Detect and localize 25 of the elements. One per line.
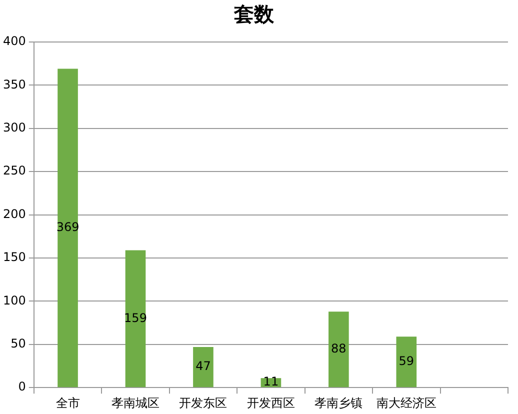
x-tick-label: 孝南城区 [111,396,160,410]
y-tick-label: 250 [3,164,26,178]
bar [328,312,349,388]
data-label: 11 [263,374,279,389]
bar [193,346,214,388]
x-tick-label: 全市 [56,396,80,410]
y-tick-label: 100 [3,293,26,308]
data-label: 47 [196,359,211,374]
chart-title: 套数 [233,2,275,26]
y-tick-label: 0 [18,380,26,394]
y-tick-label: 300 [3,120,26,135]
data-label: 88 [331,341,346,356]
y-tick-label: 400 [3,34,26,48]
bar [58,68,78,388]
y-tick-label: 350 [3,77,26,92]
x-tick-label: 开发西区 [246,396,295,410]
bar [125,250,146,388]
y-tick-label: 150 [3,250,26,264]
bar [396,336,417,388]
y-tick-label: 200 [3,206,26,221]
x-tick-label: 开发东区 [179,396,228,410]
x-tick-label: 孝南乡镇 [314,396,363,410]
y-tick-label: 50 [10,336,26,351]
x-tick-label: 南大经济区 [376,396,436,410]
data-label: 59 [398,354,414,368]
